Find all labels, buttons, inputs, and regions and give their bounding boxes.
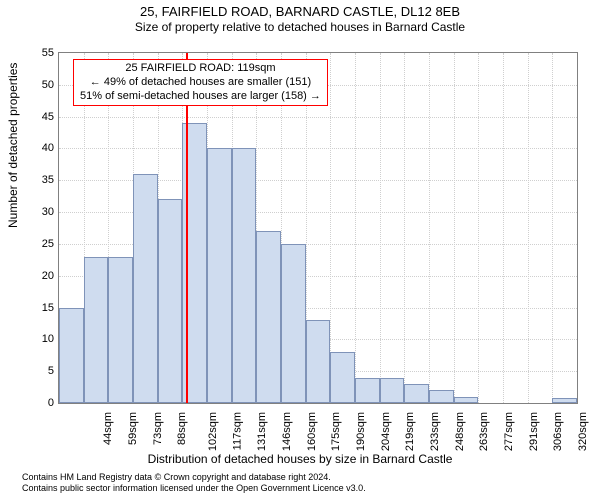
histogram-bar (133, 174, 158, 403)
x-axis-title: Distribution of detached houses by size … (0, 452, 600, 466)
xtick-label: 248sqm (454, 412, 466, 451)
histogram-bar (380, 378, 405, 403)
gridline-v (552, 53, 553, 403)
xtick-label: 44sqm (102, 412, 114, 445)
xtick-label: 219sqm (404, 412, 416, 451)
histogram-bar (84, 257, 109, 403)
footer-licence: Contains HM Land Registry data © Crown c… (22, 472, 366, 494)
xtick-label: 102sqm (207, 412, 219, 451)
y-axis-title: Number of detached properties (6, 63, 20, 228)
ytick-label: 35 (26, 174, 54, 186)
gridline-v (454, 53, 455, 403)
annotation-line-1: 25 FAIRFIELD ROAD: 119sqm (80, 62, 321, 76)
footer-line-2: Contains public sector information licen… (22, 483, 366, 494)
xtick-label: 59sqm (127, 412, 139, 445)
gridline-v (429, 53, 430, 403)
xtick-label: 131sqm (256, 412, 268, 451)
histogram-bar (330, 352, 355, 403)
gridline-h (59, 117, 577, 118)
ytick-label: 40 (26, 142, 54, 154)
ytick-label: 55 (26, 47, 54, 59)
gridline-v (380, 53, 381, 403)
gridline-v (528, 53, 529, 403)
xtick-label: 306sqm (552, 412, 564, 451)
ytick-label: 0 (26, 397, 54, 409)
gridline-h (59, 148, 577, 149)
histogram-bar (108, 257, 133, 403)
histogram-bar (207, 148, 232, 403)
xtick-label: 277sqm (503, 412, 515, 451)
histogram-bar (232, 148, 257, 403)
chart-plot-area: 25 FAIRFIELD ROAD: 119sqm← 49% of detach… (58, 52, 578, 404)
ytick-label: 10 (26, 333, 54, 345)
ytick-label: 50 (26, 79, 54, 91)
ytick-label: 20 (26, 270, 54, 282)
ytick-label: 25 (26, 238, 54, 250)
histogram-bar (552, 398, 577, 403)
annotation-line-2: ← 49% of detached houses are smaller (15… (80, 76, 321, 90)
annotation-line-3: 51% of semi-detached houses are larger (… (80, 90, 321, 104)
gridline-v (478, 53, 479, 403)
annotation-box: 25 FAIRFIELD ROAD: 119sqm← 49% of detach… (73, 59, 328, 106)
chart-title-block: 25, FAIRFIELD ROAD, BARNARD CASTLE, DL12… (0, 0, 600, 35)
histogram-bar (454, 397, 479, 403)
ytick-label: 45 (26, 111, 54, 123)
xtick-label: 204sqm (380, 412, 392, 451)
gridline-v (330, 53, 331, 403)
ytick-label: 5 (26, 365, 54, 377)
chart-title: 25, FAIRFIELD ROAD, BARNARD CASTLE, DL12… (0, 4, 600, 20)
histogram-bar (59, 308, 84, 403)
xtick-label: 291sqm (528, 412, 540, 451)
histogram-bar (404, 384, 429, 403)
histogram-bar (281, 244, 306, 403)
ytick-label: 30 (26, 206, 54, 218)
footer-line-1: Contains HM Land Registry data © Crown c… (22, 472, 366, 483)
gridline-v (355, 53, 356, 403)
histogram-bar (306, 320, 331, 403)
xtick-label: 117sqm (231, 412, 243, 450)
xtick-label: 175sqm (330, 412, 342, 451)
gridline-v (503, 53, 504, 403)
xtick-label: 233sqm (429, 412, 441, 451)
xtick-label: 146sqm (281, 412, 293, 451)
ytick-label: 15 (26, 302, 54, 314)
xtick-label: 263sqm (478, 412, 490, 451)
xtick-label: 88sqm (176, 412, 188, 445)
gridline-v (404, 53, 405, 403)
histogram-bar (355, 378, 380, 403)
xtick-label: 73sqm (152, 412, 164, 445)
xtick-label: 320sqm (577, 412, 589, 451)
histogram-bar (429, 390, 454, 403)
histogram-bar (158, 199, 183, 403)
xtick-label: 190sqm (355, 412, 367, 451)
xtick-label: 160sqm (306, 412, 318, 451)
histogram-bar (256, 231, 281, 403)
chart-subtitle: Size of property relative to detached ho… (0, 20, 600, 35)
